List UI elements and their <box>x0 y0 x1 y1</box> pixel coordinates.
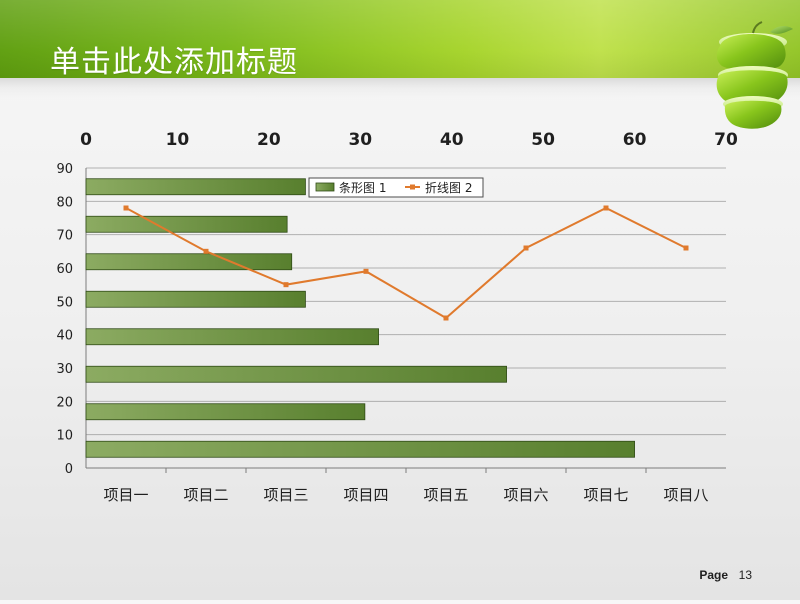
category-label: 项目三 <box>263 486 308 504</box>
line-point <box>683 245 689 251</box>
line-point <box>283 282 289 288</box>
category-label: 项目六 <box>503 486 548 504</box>
y-tick-label: 50 <box>56 295 73 310</box>
y-tick-label: 20 <box>56 395 73 410</box>
top-axis-tick-label: 30 <box>348 130 372 150</box>
line-point <box>363 268 369 274</box>
apple-icon <box>716 21 793 129</box>
header-band <box>0 0 800 78</box>
line-point <box>523 245 529 251</box>
top-axis-tick-label: 60 <box>623 130 647 150</box>
legend-line-marker <box>410 184 415 190</box>
category-label: 项目五 <box>423 486 468 504</box>
page-number: 13 <box>738 568 752 582</box>
page-label: Page <box>699 568 728 582</box>
category-label: 项目四 <box>343 486 388 504</box>
top-axis-tick-label: 40 <box>440 130 464 150</box>
legend-box <box>308 177 484 198</box>
bar <box>85 253 293 271</box>
category-label: 项目二 <box>183 486 228 504</box>
y-tick-label: 30 <box>56 362 73 377</box>
y-tick-label: 10 <box>56 429 73 444</box>
bar <box>85 215 288 233</box>
line-point <box>203 248 209 254</box>
bar <box>85 178 306 196</box>
line-point <box>123 205 129 211</box>
bar <box>85 328 379 346</box>
y-tick-label: 60 <box>56 262 73 277</box>
bar <box>85 365 507 383</box>
legend-label: 折线图 2 <box>425 180 472 195</box>
category-label: 项目七 <box>583 486 628 504</box>
line-point <box>603 205 609 211</box>
top-axis-tick-label: 0 <box>80 130 92 150</box>
bar <box>85 290 306 308</box>
legend-bar-swatch <box>315 182 335 192</box>
category-label: 项目八 <box>663 486 708 504</box>
y-tick-label: 80 <box>56 195 73 210</box>
top-axis-tick-label: 10 <box>166 130 190 150</box>
bar <box>85 440 635 458</box>
slide-title[interactable]: 单击此处添加标题 <box>50 45 298 80</box>
category-label: 项目一 <box>103 486 148 504</box>
legend-label: 条形图 1 <box>339 181 386 195</box>
header-shadow <box>0 78 800 98</box>
y-tick-label: 40 <box>56 329 73 344</box>
y-tick-label: 70 <box>56 229 73 244</box>
top-axis-tick-label: 50 <box>531 130 555 150</box>
top-axis-tick-label: 20 <box>257 130 281 150</box>
top-axis-tick-label: 70 <box>714 130 738 150</box>
y-tick-label: 90 <box>56 162 73 177</box>
header-highlight <box>0 0 800 78</box>
bar <box>85 403 366 421</box>
y-tick-label: 0 <box>65 462 73 477</box>
line-point <box>443 315 449 321</box>
line-series <box>125 206 687 320</box>
